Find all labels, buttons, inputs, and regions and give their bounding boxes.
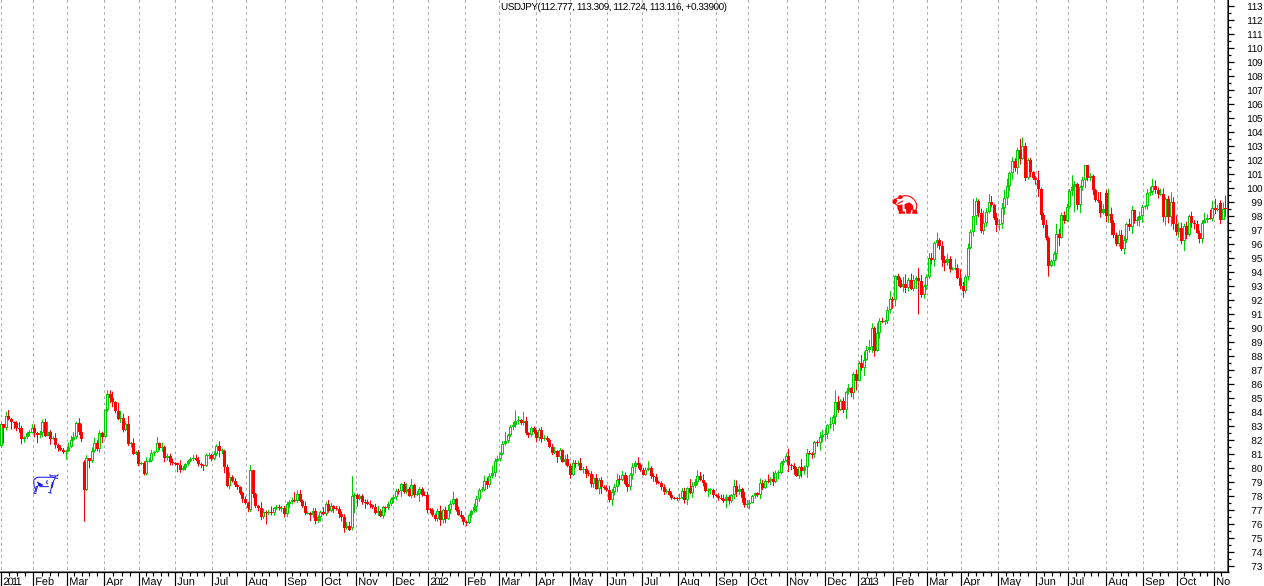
- svg-text:82: 82: [1251, 436, 1263, 447]
- svg-text:111: 111: [1247, 30, 1263, 41]
- svg-text:77: 77: [1251, 506, 1263, 517]
- svg-text:2012: 2012: [430, 576, 449, 586]
- svg-text:97: 97: [1251, 226, 1263, 237]
- svg-text:Jul: Jul: [214, 576, 228, 586]
- svg-text:Aug: Aug: [248, 576, 268, 586]
- svg-text:Oct: Oct: [1179, 576, 1196, 586]
- svg-text:110: 110: [1247, 44, 1263, 55]
- svg-text:Sep: Sep: [287, 576, 307, 586]
- svg-text:98: 98: [1251, 212, 1263, 223]
- svg-text:112: 112: [1247, 16, 1263, 27]
- svg-text:USDJPY(112.777, 113.309, 112.7: USDJPY(112.777, 113.309, 112.724, 113.11…: [501, 2, 727, 13]
- svg-text:Apr: Apr: [963, 576, 980, 586]
- svg-text:88: 88: [1251, 352, 1263, 363]
- svg-text:76: 76: [1251, 520, 1263, 531]
- svg-text:78: 78: [1251, 492, 1263, 503]
- svg-text:86: 86: [1251, 380, 1263, 391]
- svg-text:89: 89: [1251, 338, 1263, 349]
- svg-text:Mar: Mar: [69, 576, 88, 586]
- svg-text:Nov: Nov: [358, 576, 378, 586]
- svg-text:Jun: Jun: [609, 576, 627, 586]
- svg-text:79: 79: [1251, 478, 1263, 489]
- svg-text:100: 100: [1247, 184, 1263, 195]
- svg-text:92: 92: [1251, 296, 1263, 307]
- svg-text:93: 93: [1251, 282, 1263, 293]
- svg-text:91: 91: [1251, 310, 1263, 321]
- svg-text:Oct: Oct: [750, 576, 767, 586]
- svg-text:106: 106: [1247, 100, 1263, 111]
- svg-text:94: 94: [1251, 268, 1263, 279]
- svg-text:102: 102: [1247, 156, 1263, 167]
- svg-text:Jun: Jun: [1038, 576, 1056, 586]
- svg-text:Mar: Mar: [929, 576, 948, 586]
- svg-text:75: 75: [1251, 534, 1263, 545]
- svg-text:95: 95: [1251, 254, 1263, 265]
- svg-text:Mar: Mar: [501, 576, 520, 586]
- svg-text:Dec: Dec: [395, 576, 415, 586]
- svg-text:Nov: Nov: [789, 576, 809, 586]
- svg-text:Feb: Feb: [35, 576, 54, 586]
- svg-text:Jul: Jul: [644, 576, 658, 586]
- svg-text:113: 113: [1247, 2, 1263, 13]
- svg-text:Feb: Feb: [895, 576, 914, 586]
- svg-text:90: 90: [1251, 324, 1263, 335]
- svg-text:May: May: [1000, 576, 1021, 586]
- svg-text:103: 103: [1247, 142, 1263, 153]
- svg-text:108: 108: [1247, 72, 1263, 83]
- svg-text:Jun: Jun: [177, 576, 195, 586]
- svg-text:Sep: Sep: [718, 576, 738, 586]
- svg-text:105: 105: [1247, 114, 1263, 125]
- svg-text:May: May: [572, 576, 593, 586]
- svg-text:96: 96: [1251, 240, 1263, 251]
- svg-text:99: 99: [1251, 198, 1263, 209]
- svg-text:Oct: Oct: [324, 576, 341, 586]
- svg-text:Sep: Sep: [1145, 576, 1165, 586]
- svg-text:101: 101: [1247, 170, 1263, 181]
- svg-text:May: May: [141, 576, 162, 586]
- svg-text:Aug: Aug: [1108, 576, 1128, 586]
- svg-text:No: No: [1216, 576, 1230, 586]
- svg-text:Apr: Apr: [106, 576, 123, 586]
- svg-text:84: 84: [1251, 408, 1263, 419]
- svg-text:Jul: Jul: [1070, 576, 1084, 586]
- svg-text:Apr: Apr: [538, 576, 555, 586]
- svg-text:2011: 2011: [3, 576, 22, 586]
- svg-text:2013: 2013: [860, 576, 879, 586]
- svg-text:83: 83: [1251, 422, 1263, 433]
- svg-text:104: 104: [1247, 128, 1263, 139]
- svg-text:Aug: Aug: [680, 576, 700, 586]
- svg-text:85: 85: [1251, 394, 1263, 405]
- svg-text:80: 80: [1251, 464, 1263, 475]
- svg-text:Feb: Feb: [467, 576, 486, 586]
- svg-text:81: 81: [1251, 450, 1263, 461]
- svg-text:109: 109: [1247, 58, 1263, 69]
- svg-text:74: 74: [1251, 548, 1263, 559]
- svg-text:73: 73: [1251, 562, 1263, 573]
- svg-text:87: 87: [1251, 366, 1263, 377]
- svg-text:Dec: Dec: [827, 576, 847, 586]
- svg-text:107: 107: [1247, 86, 1263, 97]
